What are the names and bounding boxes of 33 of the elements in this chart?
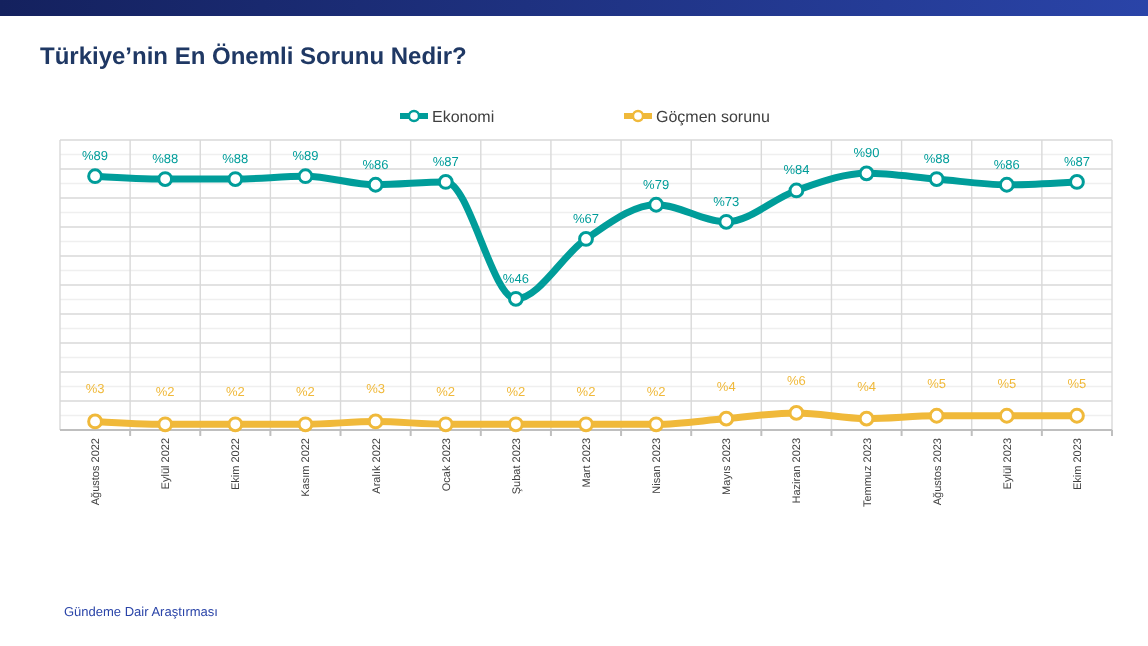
point xyxy=(998,176,1015,193)
point xyxy=(507,290,524,307)
point xyxy=(437,416,454,433)
point xyxy=(788,182,805,199)
point xyxy=(297,168,314,185)
point xyxy=(998,407,1015,424)
point xyxy=(297,416,314,433)
point xyxy=(227,416,244,433)
point xyxy=(367,413,384,430)
point xyxy=(578,416,594,433)
point xyxy=(507,416,524,433)
point xyxy=(157,171,174,187)
point xyxy=(1069,174,1085,190)
point xyxy=(928,407,945,424)
point xyxy=(648,416,665,433)
legend-label: Göçmen sorunu xyxy=(656,108,770,126)
point xyxy=(578,231,594,247)
chart-title: Türkiye’nin En Önemli Sorunu Nedir? xyxy=(40,42,467,70)
point xyxy=(858,410,875,427)
point xyxy=(437,174,454,190)
point xyxy=(87,413,103,430)
point xyxy=(928,171,945,187)
point xyxy=(858,165,875,182)
point xyxy=(367,176,384,193)
point xyxy=(718,213,735,230)
point xyxy=(87,168,103,185)
point xyxy=(718,410,735,427)
point xyxy=(788,404,805,421)
point xyxy=(648,196,665,213)
point xyxy=(157,416,174,433)
legend-label: Ekonomi xyxy=(432,108,495,126)
point xyxy=(1069,407,1085,424)
point xyxy=(227,171,244,187)
